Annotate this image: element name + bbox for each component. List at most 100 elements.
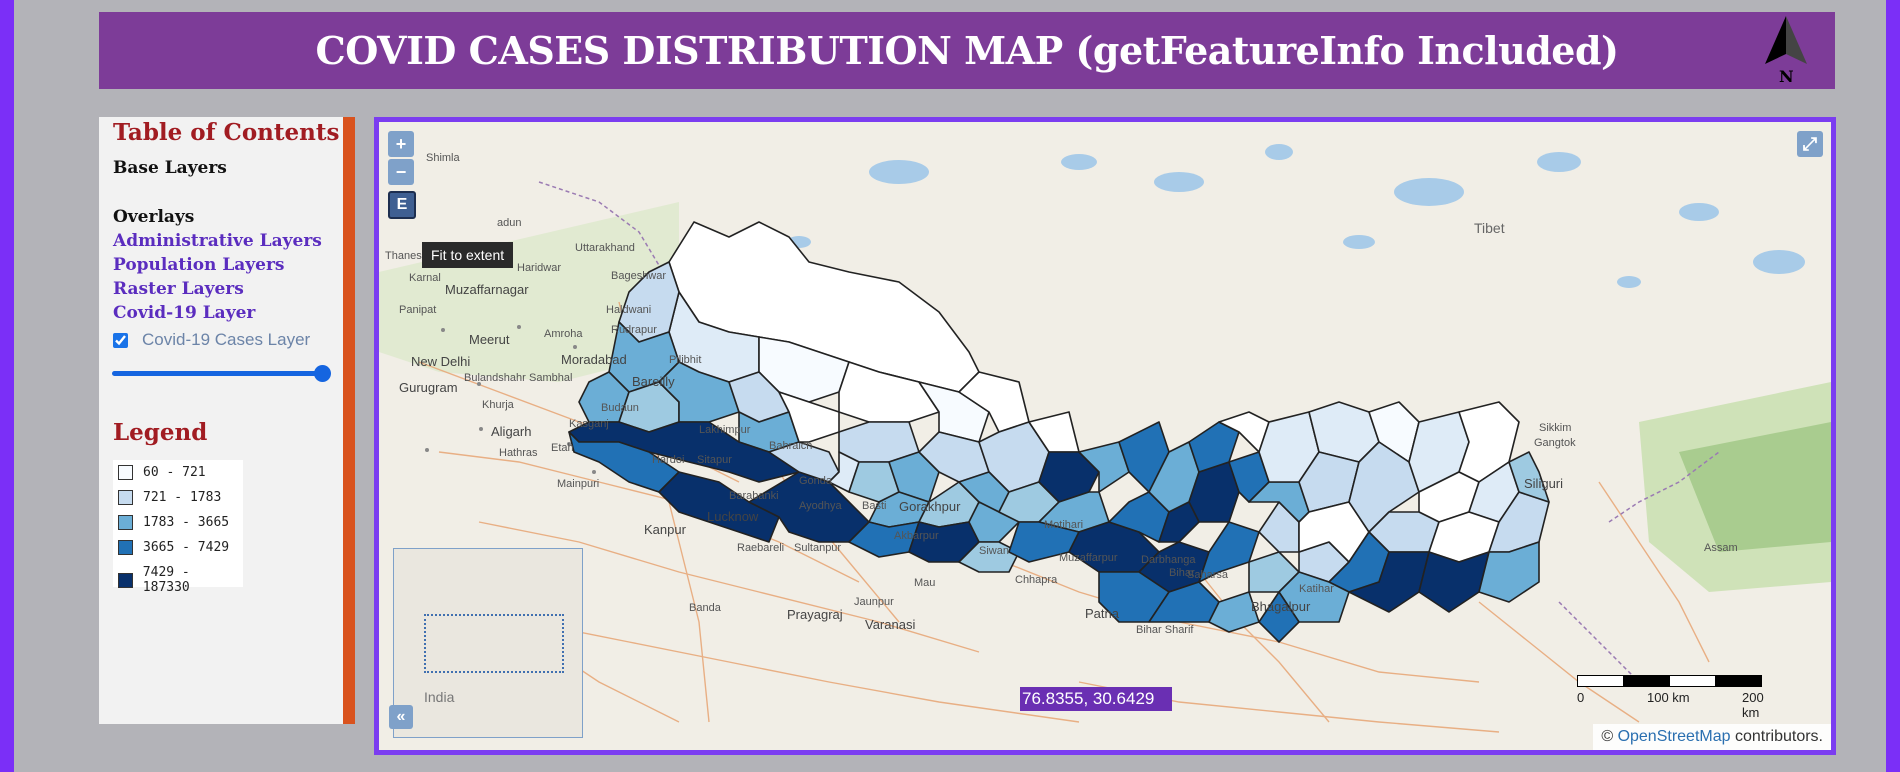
nepal-districts: [568, 221, 1550, 643]
place-label: Sitapur: [697, 454, 732, 466]
place-label: Mau: [914, 577, 936, 589]
legend-swatch: [118, 515, 133, 530]
raster-layers-link[interactable]: Raster Layers: [113, 279, 244, 299]
population-layers-link[interactable]: Population Layers: [113, 255, 285, 275]
place-label: Bareilly: [632, 374, 675, 389]
place-label: Bahraich: [769, 440, 813, 452]
place-label: Bageshwar: [611, 270, 667, 282]
place-label: Prayagraj: [787, 607, 843, 622]
place-label: Kasganj: [569, 418, 609, 430]
place-label: Siwan: [979, 545, 1009, 557]
place-label: Tibet: [1474, 220, 1505, 236]
place-label: Haldwani: [606, 304, 652, 316]
place-label: Muzaffarpur: [1059, 552, 1118, 564]
place-label: Lucknow: [707, 509, 759, 524]
overview-toggle-button[interactable]: «: [389, 705, 413, 729]
place-label: Sambhal: [529, 372, 573, 384]
overlays-heading: Overlays: [113, 207, 195, 227]
page-header: COVID CASES DISTRIBUTION MAP (getFeature…: [99, 12, 1835, 89]
toc-accent-bar: [343, 117, 355, 724]
scale-bar: 0 100 km 200 km: [1577, 675, 1767, 720]
scale-segment: [1715, 675, 1762, 687]
place-label: Shimla: [426, 152, 460, 164]
place-label: Meerut: [469, 332, 510, 347]
layer-opacity-slider[interactable]: [112, 365, 331, 383]
admin-layers-link[interactable]: Administrative Layers: [113, 231, 322, 251]
place-label: Banda: [689, 602, 721, 614]
mouse-position-readout: 76.8355, 30.6429: [1020, 687, 1173, 711]
place-label: Basti: [862, 500, 887, 512]
slider-track: [112, 371, 322, 376]
overview-extent-box: [424, 614, 564, 673]
place-label: Sultanpur: [794, 542, 842, 554]
fit-extent-button[interactable]: E: [388, 191, 416, 219]
page-title: COVID CASES DISTRIBUTION MAP (getFeature…: [315, 28, 1619, 73]
north-label: N: [1779, 67, 1794, 86]
place-label: Muzaffarnagar: [445, 282, 529, 297]
legend-swatch: [118, 490, 133, 505]
place-label: Uttarakhand: [575, 242, 635, 254]
place-label: Mainpuri: [557, 478, 600, 490]
legend-item: 7429 - 187330: [118, 565, 243, 595]
slider-handle[interactable]: [314, 365, 331, 382]
covid-cases-label: Covid-19 Cases Layer: [142, 330, 311, 349]
place-label: Assam: [1704, 542, 1738, 554]
place-label: Barabanki: [729, 490, 779, 502]
place-label: Thanesar: [385, 250, 432, 262]
map-viewport[interactable]: Shimla adun Thanesar Saharanpur Haridwar…: [379, 122, 1831, 750]
zoom-out-button[interactable]: −: [388, 159, 414, 185]
zoom-in-button[interactable]: +: [388, 131, 414, 157]
place-label: Panipat: [399, 304, 437, 316]
legend-item: 60 - 721: [118, 465, 206, 480]
covid-cases-checkbox[interactable]: [113, 332, 128, 348]
place-label: Bihar: [1169, 567, 1195, 579]
place-label: Jaunpur: [854, 596, 894, 608]
place-label: Akbarpur: [894, 530, 939, 542]
place-label: Amroha: [544, 328, 583, 340]
base-layers-heading: Base Layers: [113, 158, 227, 178]
place-label: Patna: [1085, 606, 1119, 621]
place-label: adun: [497, 217, 522, 229]
left-edge-bar: [0, 0, 14, 772]
overview-label: India: [424, 689, 455, 705]
overview-map[interactable]: India: [393, 548, 583, 738]
covid-cases-layer-toggle[interactable]: Covid-19 Cases Layer: [113, 330, 310, 350]
toc-title: Table of Contents: [113, 119, 340, 146]
legend-swatch: [118, 572, 133, 588]
place-label: Gonda: [799, 475, 833, 487]
place-label: Budaun: [601, 402, 639, 414]
place-label: Katihar: [1299, 583, 1334, 595]
fullscreen-icon[interactable]: ⤢: [1797, 131, 1823, 157]
extent-tooltip: Fit to extent: [422, 242, 514, 268]
place-label: Karnal: [409, 272, 441, 284]
place-label: New Delhi: [411, 354, 471, 369]
place-label: Gangtok: [1534, 437, 1576, 449]
place-label: Hardoi: [652, 454, 685, 466]
place-label: Saharsa: [1187, 569, 1228, 581]
place-label: Etah: [551, 442, 574, 454]
place-label: Khurja: [482, 399, 514, 411]
legend-box: 60 - 721 721 - 1783 1783 - 3665 3665 - 7…: [113, 460, 243, 595]
place-label: Raebareli: [737, 542, 785, 554]
scale-segment: [1623, 675, 1670, 687]
place-label: Siliguri: [1524, 476, 1564, 491]
legend-title: Legend: [113, 419, 208, 446]
covid-layer-link[interactable]: Covid-19 Layer: [113, 303, 256, 323]
place-label: Motihari: [1044, 519, 1084, 531]
scale-label: 100 km: [1647, 690, 1690, 705]
north-arrow-icon: N: [1765, 16, 1807, 86]
place-label: Haridwar: [517, 262, 562, 274]
legend-item: 721 - 1783: [118, 490, 221, 505]
table-of-contents-panel: Table of Contents Base Layers Overlays A…: [99, 117, 343, 724]
osm-link[interactable]: OpenStreetMap: [1617, 728, 1731, 745]
place-label: Bihar Sharif: [1136, 624, 1194, 636]
basemap: [379, 144, 1831, 733]
place-label: Gurugram: [399, 380, 458, 395]
scale-label: 200 km: [1742, 690, 1764, 720]
place-label: Kanpur: [644, 522, 686, 537]
place-label: Sikkim: [1539, 422, 1572, 434]
place-label: Chhapra: [1015, 574, 1058, 586]
place-label: Moradabad: [561, 352, 627, 367]
place-label: Darbhanga: [1141, 554, 1196, 566]
scale-segment: [1669, 675, 1716, 687]
